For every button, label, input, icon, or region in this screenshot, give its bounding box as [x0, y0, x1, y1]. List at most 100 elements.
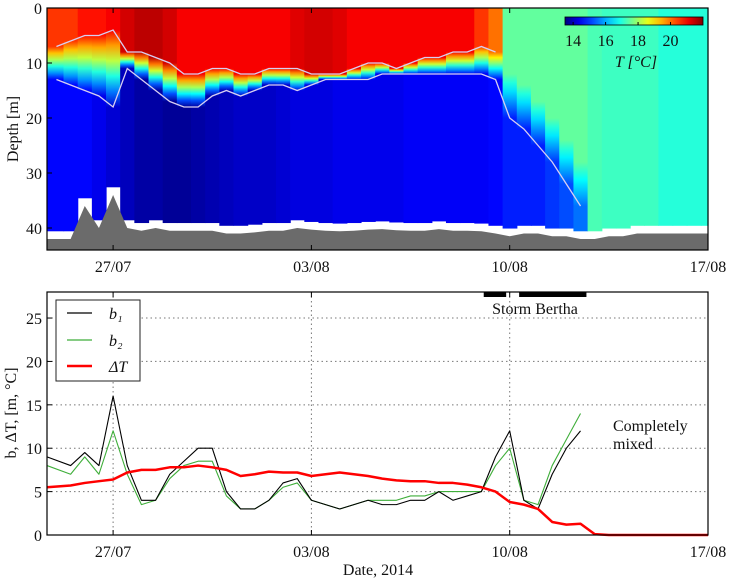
heatmap-column	[615, 8, 631, 229]
y-axis-label-depth: Depth [m]	[5, 96, 22, 162]
heatmap-column	[488, 8, 504, 226]
heatmap-column	[700, 8, 709, 226]
y-tick-label: 20	[26, 111, 42, 128]
grid-lines	[47, 292, 709, 535]
heatmap-column	[261, 8, 277, 224]
heatmap-column	[587, 8, 603, 232]
y-tick-label: 10	[26, 441, 42, 458]
storm-period-bar	[483, 292, 507, 297]
heatmap-column	[516, 8, 532, 226]
x-tick-label: 10/08	[491, 544, 527, 561]
heatmap-column	[630, 8, 645, 226]
colorbar-bar	[564, 16, 704, 26]
plot-frame	[46, 7, 709, 251]
heatmap-column	[431, 8, 447, 222]
heatmap-column	[91, 8, 107, 221]
heatmap-column	[233, 8, 249, 226]
heatmap-column	[191, 8, 206, 224]
x-tick-label: 27/07	[95, 544, 131, 561]
heatmap-column	[658, 8, 674, 226]
heatmap-column	[686, 8, 702, 226]
y-tick-label: 30	[26, 166, 42, 183]
heatmap-column	[644, 8, 660, 226]
colorbar-tick-label: 18	[630, 33, 646, 50]
y-tick-label: 15	[26, 398, 42, 415]
colorbar: 14 16 18 20	[564, 16, 704, 50]
heatmap-column	[360, 8, 376, 222]
heatmap-column	[474, 8, 490, 224]
heatmap-column	[545, 8, 560, 229]
mixed-label-line1: Completely	[613, 418, 688, 435]
heatmap-column	[332, 8, 348, 224]
heatmap-column	[346, 8, 362, 224]
heatmap-column	[247, 8, 263, 225]
y-tick-label: 0	[34, 1, 42, 18]
x-tick-label: 17/08	[690, 544, 726, 561]
y-tick-label: 0	[34, 528, 42, 545]
heatmap-column	[304, 8, 320, 222]
heatmap-column	[375, 8, 390, 222]
x-axis-label-date: Date, 2014	[343, 562, 413, 579]
heatmap-column	[318, 8, 334, 224]
colorbar-label: T [°C]	[615, 54, 657, 71]
series-line-b1	[46, 395, 581, 510]
legend-label-b1: b₁	[109, 306, 123, 323]
y-tick-label: 40	[26, 221, 42, 238]
heatmap-column	[120, 8, 135, 221]
heatmap-column	[559, 8, 575, 229]
heatmap-column	[290, 8, 305, 221]
temperature-heatmap-panel: 14 16 18 20 T [°C] 0 10 20 30 40 27/07 03/08 10/08…	[5, 1, 726, 276]
colorbar-tick-label: 16	[598, 33, 614, 50]
heatmap-column	[403, 8, 419, 224]
y-tick-label: 10	[26, 56, 42, 73]
x-tick-label: 27/07	[95, 259, 131, 276]
heatmap-column	[530, 8, 546, 226]
storm-label: Storm Bertha	[492, 301, 578, 318]
line-chart-panel: Storm Bertha Completely mixed 0 5 10 15 20 25…	[3, 291, 726, 579]
x-tick-label: 03/08	[293, 259, 329, 276]
bottom-axes: 0 5 10 15 20 25 27/07 03/08 10/08 17/08	[26, 291, 726, 561]
heatmap-column	[417, 8, 433, 224]
heatmap-column	[162, 8, 178, 224]
heatmap-column	[148, 8, 164, 221]
isotherm-lines	[56, 29, 582, 207]
series-lines	[46, 395, 708, 537]
y-tick-label: 20	[26, 354, 42, 371]
upper-isotherm-depth-line	[56, 29, 496, 75]
x-tick-label: 17/08	[690, 259, 726, 276]
x-tick-label: 03/08	[293, 544, 329, 561]
y-axis-label-b: b, ΔT, [m, °C]	[3, 367, 20, 458]
y-tick-label: 5	[34, 485, 42, 502]
heatmap-column	[389, 8, 405, 223]
storm-bars	[483, 292, 587, 297]
x-tick-label: 10/08	[491, 259, 527, 276]
colorbar-tick-label: 14	[565, 33, 581, 50]
mixed-label-line2: mixed	[613, 436, 653, 453]
heatmap-column	[134, 8, 150, 224]
legend: b₁ b₂ ΔT	[55, 299, 141, 382]
heatmap-column	[275, 8, 291, 224]
storm-period-bar	[519, 292, 587, 297]
heatmap-column	[176, 8, 192, 224]
legend-label-dT: ΔT	[108, 359, 128, 376]
heatmap-column	[205, 8, 220, 224]
y-tick-label: 25	[26, 311, 42, 328]
heatmap-column	[573, 8, 589, 232]
colorbar-tick-label: 20	[663, 33, 679, 50]
heatmap-column	[460, 8, 475, 224]
heatmap-column	[47, 8, 65, 232]
seabed-area	[47, 195, 708, 250]
lower-isotherm-depth-line	[56, 67, 582, 207]
top-axes: 0 10 20 30 40 27/07 03/08 10/08 17/08	[26, 1, 726, 276]
heatmap-column	[601, 8, 617, 229]
heatmap-column	[219, 8, 235, 226]
heatmap-column	[77, 8, 93, 199]
heatmap-column	[672, 8, 688, 226]
heatmap-column	[445, 8, 461, 224]
heatmap-column	[63, 8, 79, 232]
legend-label-b2: b₂	[109, 333, 123, 350]
heatmap-column	[106, 8, 121, 188]
seabed-polygon	[47, 195, 708, 250]
